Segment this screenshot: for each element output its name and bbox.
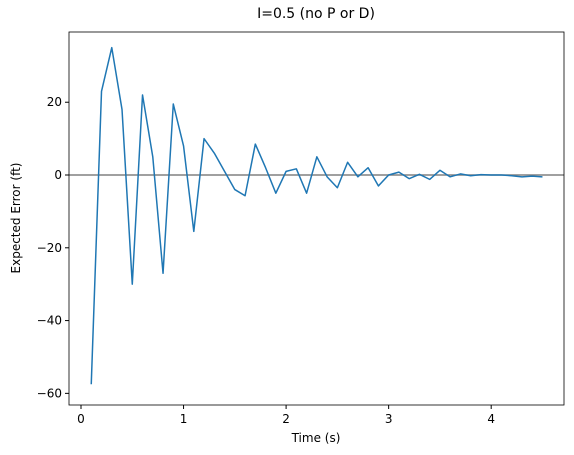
- y-tick-label: −20: [37, 241, 62, 255]
- x-tick-label: 3: [385, 412, 393, 426]
- x-tick-label: 0: [77, 412, 85, 426]
- y-tick-label: 0: [54, 168, 62, 182]
- y-tick-label: 20: [47, 95, 62, 109]
- x-tick-label: 1: [180, 412, 188, 426]
- y-tick-label: −40: [37, 314, 62, 328]
- y-axis-label: Expected Error (ft): [9, 163, 23, 274]
- plot-frame: [68, 31, 565, 406]
- y-tick-label: −60: [37, 386, 62, 400]
- x-tick-label: 4: [487, 412, 495, 426]
- line-series: [90, 46, 543, 385]
- chart-title: I=0.5 (no P or D): [257, 6, 375, 22]
- x-axis-label: Time (s): [291, 431, 341, 445]
- x-tick-label: 2: [282, 412, 290, 426]
